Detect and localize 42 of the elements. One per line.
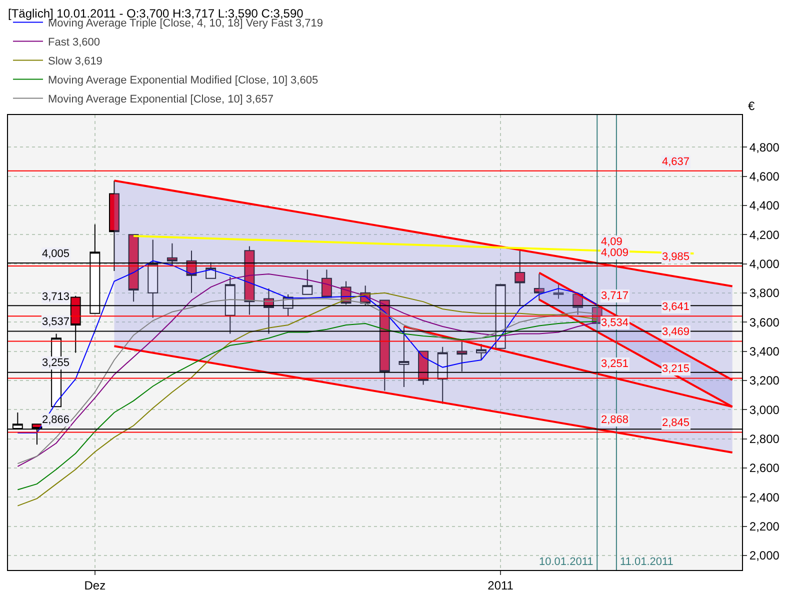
legend-label: Slow 3,619 <box>48 56 102 68</box>
annotation: 2,868 <box>601 414 629 426</box>
ref-line-label: 2,845 <box>662 417 690 429</box>
ref-line-label: 3,255 <box>42 357 70 369</box>
y-tick-label: 2,600 <box>749 461 780 476</box>
annotation: 3,534 <box>601 317 629 329</box>
ref-line-label: 3,641 <box>662 301 690 313</box>
annotation: 3,717 <box>601 290 629 302</box>
ref-line-label: 3,713 <box>42 291 70 303</box>
ref-line-label: 4,637 <box>662 156 690 168</box>
annotation: 4,09 <box>601 236 622 248</box>
y-tick-label: 4,200 <box>749 228 780 242</box>
ref-line-label: 2,866 <box>42 414 70 426</box>
y-tick-label: 2,400 <box>749 490 780 504</box>
y-tick-label: 2,200 <box>749 519 780 534</box>
ref-line-label: 3,469 <box>662 326 690 338</box>
legend-label: Moving Average Exponential Modified [Close, 10] 3,605 <box>48 74 318 87</box>
annotation: 4,009 <box>601 247 629 259</box>
y-tick-label: 2,000 <box>749 548 780 563</box>
legend-label: Moving Average Triple [Close, 4, 10, 18] Very Fast 3,719 <box>48 18 323 30</box>
y-tick-label: 3,600 <box>749 315 780 330</box>
y-tick-label: 2,800 <box>749 432 780 446</box>
y-tick-label: 4,800 <box>749 140 780 154</box>
annotation: 11.01.2011 <box>620 556 674 568</box>
ref-line-label: 3,215 <box>662 363 690 375</box>
y-tick-label: 3,000 <box>749 402 780 417</box>
ref-line-label: 3,985 <box>662 251 690 263</box>
y-tick-label: 3,800 <box>749 286 780 300</box>
y-tick-label: 3,400 <box>749 344 780 358</box>
legend-label: Moving Average Exponential [Close, 10] 3,657 <box>48 94 274 106</box>
y-tick-label: 4,600 <box>749 169 780 184</box>
y-tick-label: 3,200 <box>749 374 780 388</box>
y-tick-label: 4,400 <box>749 198 780 213</box>
ref-line-label: 3,537 <box>42 316 70 328</box>
x-tick-label: 2011 <box>488 578 514 592</box>
annotation: 3,251 <box>601 358 629 370</box>
legend-label: Fast 3,600 <box>48 36 100 49</box>
ref-line-label: 4,005 <box>42 248 70 260</box>
y-axis-title: € <box>748 99 755 113</box>
y-tick-label: 4,000 <box>749 256 780 271</box>
x-tick-label: Dez <box>84 578 106 592</box>
annotation: 10.01.2011 <box>539 556 594 568</box>
